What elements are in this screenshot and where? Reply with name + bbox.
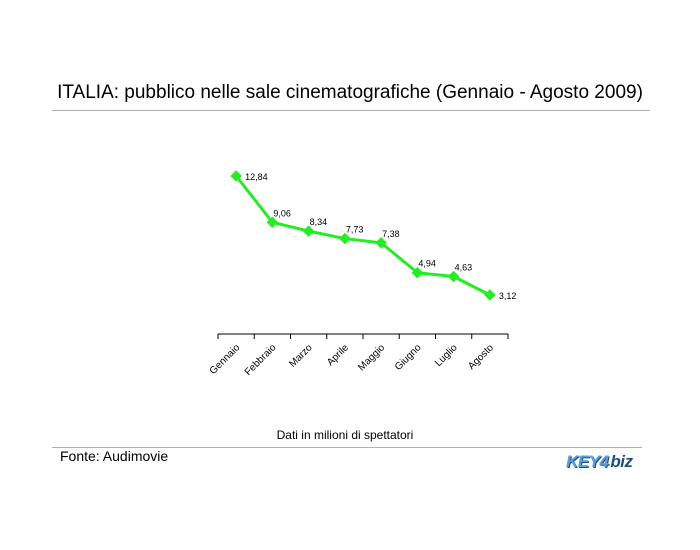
title-divider: [52, 110, 650, 111]
data-label: 12,84: [245, 172, 268, 182]
logo-key: KEY4: [566, 452, 609, 471]
source-label: Fonte: Audimovie: [60, 448, 169, 464]
footer-divider: [52, 447, 642, 448]
data-point-marker: [411, 266, 424, 279]
x-tick-labels: Gennaio Febbraio Marzo Aprile Maggio Giugno Lu…: [208, 342, 497, 378]
data-point-marker: [375, 236, 387, 249]
units-note: Dati in milioni di spettatori: [276, 428, 414, 442]
data-point-marker: [302, 225, 315, 237]
x-tick-label: Luglio: [433, 342, 460, 369]
x-tick-label: Gennaio: [208, 342, 243, 377]
x-tick-label: Febbraio: [243, 342, 279, 378]
key4biz-logo: KEY4 biz: [566, 452, 633, 472]
data-label: 7,38: [382, 229, 400, 239]
data-label: 4,63: [455, 263, 473, 273]
x-tick-label: Maggio: [356, 342, 387, 373]
x-tick-label: Agosto: [466, 342, 496, 372]
data-label: 4,94: [418, 259, 436, 269]
logo-biz: biz: [610, 452, 633, 471]
data-point-marker: [484, 289, 496, 301]
data-label: 7,73: [346, 225, 364, 235]
x-tick-label: Marzo: [287, 342, 315, 370]
data-labels: 12,84 9,06 8,34 7,73 7,38 4,94 4,63 3,12: [245, 172, 516, 301]
data-point-marker: [230, 170, 242, 182]
data-label: 9,06: [273, 208, 291, 218]
chart-title: ITALIA: pubblico nelle sale cinematograf…: [57, 82, 643, 103]
data-label: 8,34: [310, 217, 328, 227]
series-line: [234, 175, 491, 297]
x-tick-label: Aprile: [325, 342, 351, 368]
data-point-marker: [266, 216, 279, 229]
data-label: 3,12: [499, 291, 517, 301]
x-axis: [217, 333, 509, 339]
data-point-marker: [339, 232, 351, 245]
x-tick-label: Giugno: [393, 342, 424, 373]
data-point-marker: [447, 270, 460, 283]
series-line-group: [230, 170, 496, 301]
